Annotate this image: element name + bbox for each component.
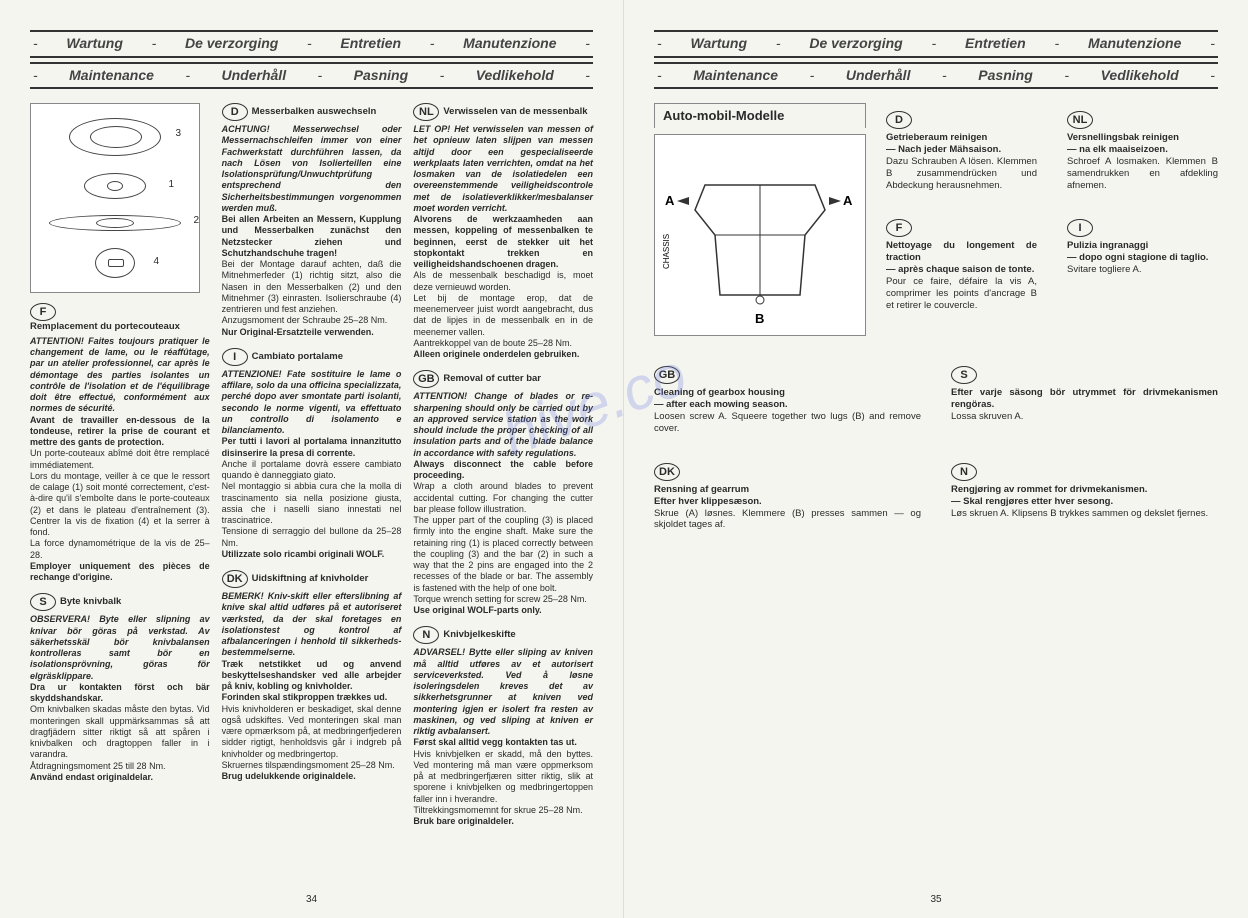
page-number-34: 34 bbox=[306, 894, 317, 907]
section-GB-r: GB Cleaning of gearbox housing — after e… bbox=[654, 366, 921, 435]
lang-S-icon: S bbox=[30, 593, 56, 611]
section-S: SByte knivbalk OBSERVERA! Byte eller sli… bbox=[30, 593, 210, 783]
lang-NL-icon: NL bbox=[413, 103, 439, 121]
svg-text:CHASSIS: CHASSIS bbox=[662, 234, 671, 269]
lang-NL-r-icon: NL bbox=[1067, 111, 1093, 129]
section-N: NKnivbjelkeskifte ADVARSEL! Bytte eller … bbox=[413, 626, 593, 827]
page-35: -Wartung- De verzorging- Entretien- Manu… bbox=[624, 0, 1248, 918]
svg-text:A: A bbox=[843, 193, 853, 208]
page-number-35: 35 bbox=[930, 894, 941, 907]
right-sections-bottom: GB Cleaning of gearbox housing — after e… bbox=[654, 366, 1218, 541]
right-sections-top: D Getrieberaum reinigen — Nach jeder Mäh… bbox=[886, 111, 1218, 322]
section-I: ICambiato portalame ATTENZIONE! Fate sos… bbox=[222, 348, 402, 560]
section-GB: GBRemoval of cutter bar ATTENTION! Chang… bbox=[413, 370, 593, 616]
page-34: -Wartung- De verzorging- Entretien- Manu… bbox=[0, 0, 624, 918]
lang-I-icon: I bbox=[222, 348, 248, 366]
section-NL-r: NL Versnellingsbak reinigen — na elk maa… bbox=[1067, 111, 1218, 191]
svg-text:B: B bbox=[755, 311, 764, 326]
lang-I-r-icon: I bbox=[1067, 219, 1093, 237]
left-col-3: NLVerwisselen van de messenbalk LET OP! … bbox=[413, 103, 593, 837]
header-row-1: -Wartung- De verzorging- Entretien- Manu… bbox=[30, 30, 593, 58]
lang-D-r-icon: D bbox=[886, 111, 912, 129]
lang-DK-r-icon: DK bbox=[654, 463, 680, 481]
auto-mobil-block: Auto-mobil-Modelle A A B CHASSIS bbox=[654, 103, 866, 336]
section-F-r: F Nettoyage du longement de traction — a… bbox=[886, 219, 1037, 311]
section-NL: NLVerwisselen van de messenbalk LET OP! … bbox=[413, 103, 593, 360]
section-D: DMesserbalken auswechseln ACHTUNG! Messe… bbox=[222, 103, 402, 338]
header-row-1-r: -Wartung- De verzorging- Entretien- Manu… bbox=[654, 30, 1218, 58]
section-F: FRemplacement du portecouteaux ATTENTION… bbox=[30, 303, 210, 583]
lang-N-icon: N bbox=[413, 626, 439, 644]
lang-DK-icon: DK bbox=[222, 570, 248, 588]
header-row-2: -Maintenance- Underhåll- Pasning- Vedlik… bbox=[30, 62, 593, 90]
left-col-1: 3 1 2 4 bbox=[30, 103, 210, 837]
lang-F-icon: F bbox=[30, 303, 56, 321]
lang-N-r-icon: N bbox=[951, 463, 977, 481]
left-col-2: DMesserbalken auswechseln ACHTUNG! Messe… bbox=[222, 103, 402, 837]
section-DK: DKUidskiftning af knivholder BEMERK! Kni… bbox=[222, 570, 402, 782]
lang-S-r-icon: S bbox=[951, 366, 977, 384]
lang-GB-r-icon: GB bbox=[654, 366, 680, 384]
lang-D-icon: D bbox=[222, 103, 248, 121]
lang-GB-icon: GB bbox=[413, 370, 439, 388]
section-S-r: S Efter varje säsong bör utrymmet för dr… bbox=[951, 366, 1218, 435]
section-DK-r: DK Rensning af gearrum Efter hver klippe… bbox=[654, 463, 921, 532]
header-row-2-r: -Maintenance- Underhåll- Pasning- Vedlik… bbox=[654, 62, 1218, 90]
section-D-r: D Getrieberaum reinigen — Nach jeder Mäh… bbox=[886, 111, 1037, 191]
section-N-r: N Rengjøring av rommet for drivmekanisme… bbox=[951, 463, 1218, 532]
svg-text:A: A bbox=[665, 193, 675, 208]
section-I-r: I Pulizia ingranaggi — dopo ogni stagion… bbox=[1067, 219, 1218, 311]
left-content: 3 1 2 4 bbox=[30, 103, 593, 837]
blade-diagram: 3 1 2 4 bbox=[30, 103, 200, 293]
lang-F-r-icon: F bbox=[886, 219, 912, 237]
gearbox-diagram: A A B CHASSIS bbox=[654, 134, 866, 336]
